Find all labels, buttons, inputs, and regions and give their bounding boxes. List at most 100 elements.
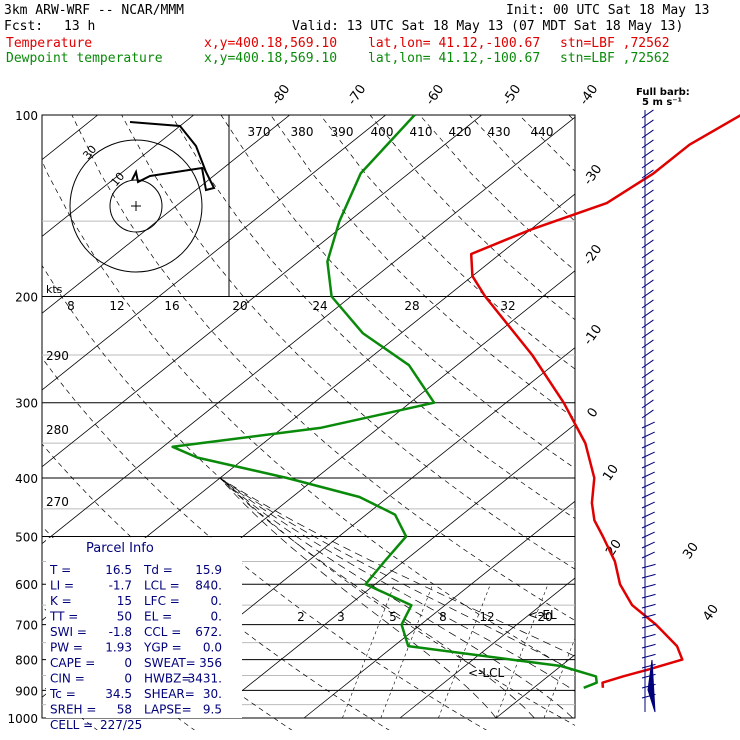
- parcel-info-key: PW =: [50, 641, 83, 655]
- parcel-info-key: YGP =: [143, 641, 182, 655]
- init-time: Init: 00 UTC Sat 18 May 13: [506, 3, 710, 18]
- parcel-info-panel: Parcel Info T = 16.5 Td = 15.9 LI = -1.7 LCL = 8…: [46, 538, 242, 732]
- wind-barb: [641, 309, 654, 319]
- pressure-label: 100: [15, 109, 38, 123]
- parcel-info-value: 0.0: [203, 641, 222, 655]
- isotherm-label: 30: [680, 540, 702, 562]
- isotherm-label: -70: [345, 82, 369, 108]
- parcel-info-value: 3431.: [188, 672, 222, 686]
- theta-label: 430: [488, 125, 511, 139]
- parcel-info-key: TT =: [49, 610, 78, 624]
- moist-adiabat: [219, 477, 575, 657]
- surface-wind-barb: [647, 659, 656, 713]
- mixing-ratio-label: 5: [389, 610, 397, 624]
- wind-barb: [641, 199, 654, 209]
- model-title: 3km ARW-WRF -- NCAR/MMM: [4, 3, 185, 18]
- dry-adiabat: [320, 115, 575, 370]
- wind-barb: [641, 289, 654, 299]
- wind-barb: [641, 421, 655, 429]
- wind-barb: [641, 491, 655, 499]
- barb-note-line1: Full barb:: [636, 87, 690, 98]
- dry-adiabat: [718, 115, 740, 731]
- dry-adiabat: [42, 160, 575, 673]
- dewpoint-legend-label: Dewpoint temperature: [6, 51, 163, 66]
- wind-barb: [641, 229, 654, 239]
- parcel-info-key: EL =: [144, 610, 172, 624]
- parcel-info-value: 227/25: [100, 718, 142, 732]
- theta-label: 370: [248, 125, 271, 139]
- dry-adiabat: [469, 115, 575, 222]
- wind-barb: [641, 573, 656, 579]
- dry-adiabat: [42, 264, 575, 726]
- dewpoint-legend-latlon: lat,lon= 41.12,-100.67: [368, 51, 541, 66]
- parcel-info-value: 0: [124, 672, 132, 686]
- mixing-ratio-line: [495, 584, 549, 719]
- wind-barb: [641, 359, 654, 369]
- isotherm-label: -20: [581, 242, 605, 268]
- isotherm-line: [303, 500, 575, 719]
- mixing-ratio-label: 2: [297, 610, 305, 624]
- isotherm-label: -30: [581, 162, 605, 188]
- wind-barb: [641, 139, 654, 149]
- mixing-ratio-label: 8: [439, 610, 447, 624]
- speed-label: 12: [109, 299, 124, 313]
- wind-barb: [641, 239, 654, 249]
- parcel-info-value: -1.8: [109, 625, 132, 639]
- parcel-info-value: -1.7: [109, 579, 132, 593]
- moist-adiabat: [219, 477, 535, 719]
- wind-barb: [641, 521, 655, 529]
- wind-barb: [641, 169, 654, 179]
- dry-adiabat: [369, 115, 575, 321]
- temperature-legend-station: stn=LBF ,72562: [560, 36, 670, 51]
- isotherm-label: 20: [603, 537, 625, 559]
- wind-barb: [641, 511, 655, 519]
- pressure-label: 400: [15, 472, 38, 486]
- pressure-label: 500: [15, 530, 38, 544]
- isotherm-line: [42, 193, 575, 621]
- parcel-info-value: 15.9: [195, 563, 222, 577]
- dry-adiabat: [170, 115, 575, 519]
- isotherm-line: [0, 115, 2, 718]
- isotherm-label: -60: [423, 82, 447, 108]
- isotherm-line: [688, 115, 740, 718]
- speed-label: 28: [404, 299, 419, 313]
- wind-barb: [641, 409, 654, 419]
- mixing-ratio-label: 12: [479, 610, 494, 624]
- isotherm-label: 0: [585, 405, 602, 420]
- wind-barb: [641, 319, 654, 329]
- speed-label: 24: [312, 299, 327, 313]
- dewpoint-legend-xy: x,y=400.18,569.10: [204, 51, 338, 66]
- dry-adiabat: [518, 115, 575, 172]
- speed-label: 16: [164, 299, 179, 313]
- parcel-info-key: SWI =: [50, 625, 87, 639]
- parcel-info-value: 356: [199, 656, 222, 670]
- isotherm-label: 40: [700, 602, 722, 624]
- parcel-info-background: [46, 538, 242, 718]
- temperature-legend-label: Temperature: [6, 36, 93, 51]
- dry-adiabat: [42, 357, 487, 730]
- dry-adiabat: [419, 115, 575, 271]
- wind-barb: [641, 339, 654, 349]
- theta-label: 440: [531, 125, 554, 139]
- temperature-legend-latlon: lat,lon= 41.12,-100.67: [368, 36, 541, 51]
- isotherm-line: [42, 115, 194, 237]
- adiabat-label: 290: [46, 349, 69, 363]
- parcel-info-value: 1.93: [105, 641, 132, 655]
- wind-barb: [641, 653, 656, 659]
- wind-barb: [641, 159, 654, 169]
- wind-barb: [641, 583, 656, 589]
- parcel-info-key: T =: [49, 563, 71, 577]
- isotherm-label: -40: [577, 82, 601, 108]
- wind-barb: [641, 279, 654, 289]
- temperature-profile: [469, 114, 740, 688]
- parcel-info-key: CAPE =: [50, 656, 95, 670]
- wind-barb: [641, 623, 656, 629]
- parcel-info-value: 9.5: [203, 703, 222, 717]
- isotherm-line: [495, 654, 575, 719]
- mixing-ratio-line: [543, 637, 575, 719]
- adiabat-label: 280: [46, 423, 69, 437]
- pressure-label: 600: [15, 578, 38, 592]
- theta-label: 400: [371, 125, 394, 139]
- isotherm-label: -80: [269, 82, 293, 108]
